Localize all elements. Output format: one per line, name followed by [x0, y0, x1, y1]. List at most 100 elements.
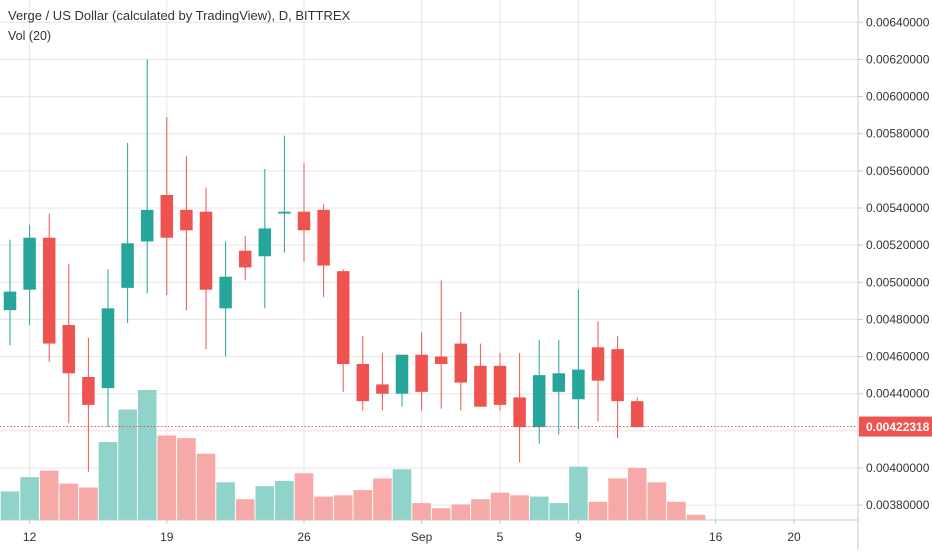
candle-body: [572, 369, 585, 400]
price-axis[interactable]: 0.003800000.004000000.004200000.00440000…: [857, 0, 932, 550]
volume-bar: [333, 495, 353, 520]
price-tick-label: 0.00500000: [866, 275, 930, 289]
price-tick-label: 0.00540000: [866, 201, 930, 215]
candle-body: [395, 354, 409, 394]
volume-bar: [157, 435, 177, 520]
time-axis[interactable]: 12 19 26 Sep 5 9 16 20: [0, 519, 858, 544]
volume-bar: [431, 508, 451, 520]
volume-bar: [314, 496, 333, 520]
candle-body: [219, 276, 232, 309]
volume-bar: [529, 496, 549, 520]
volume-bar: [177, 438, 196, 520]
time-tick-label: 20: [787, 530, 801, 544]
candle-body: [238, 250, 252, 268]
volume-bar: [216, 482, 235, 520]
volume-indicator-label[interactable]: Vol (20): [8, 29, 52, 43]
price-tick-label: 0.00380000: [866, 498, 930, 512]
price-tick-label: 0.00400000: [866, 461, 930, 475]
candle-body: [160, 195, 174, 238]
time-tick-label: 26: [297, 530, 311, 544]
volume-bar: [373, 478, 392, 520]
candle-body: [258, 228, 272, 257]
volume-bar: [412, 503, 431, 520]
time-tick-label: 5: [497, 530, 504, 544]
candle-body: [611, 349, 624, 402]
price-tick-label: 0.00640000: [866, 15, 930, 29]
candle-body: [513, 397, 526, 428]
volume-bar: [118, 409, 137, 520]
candle-body: [82, 377, 95, 405]
volume-bar: [255, 486, 275, 520]
volume-bar: [39, 470, 59, 520]
price-tick-label: 0.00580000: [866, 127, 930, 141]
candle-body: [474, 365, 487, 407]
candle-body: [180, 209, 193, 231]
volume-bar: [235, 499, 255, 520]
volume-bar: [490, 492, 510, 520]
volume-bar: [196, 453, 216, 520]
volume-bar: [0, 491, 20, 520]
time-tick-label: 16: [709, 530, 723, 544]
price-tick-label: 0.00600000: [866, 90, 930, 104]
volume-bar: [588, 501, 608, 520]
volume-bar: [667, 501, 686, 520]
volume-bar: [549, 503, 569, 520]
volume-bar: [608, 478, 627, 520]
candle-body: [121, 243, 134, 288]
volume-bar: [294, 473, 314, 520]
candle-body: [336, 271, 350, 364]
volume-bar: [392, 469, 412, 520]
candle-body: [434, 356, 448, 364]
candle-body: [42, 237, 56, 344]
volume-bar: [451, 504, 471, 520]
grid-lines: [0, 0, 858, 520]
candle-body: [454, 343, 468, 383]
volume-bar: [471, 499, 490, 520]
price-tick-label: 0.00440000: [866, 387, 930, 401]
candles: [3, 59, 644, 472]
last-price-badge: [859, 416, 932, 437]
time-tick-label: 19: [160, 530, 174, 544]
price-tick-label: 0.00460000: [866, 350, 930, 364]
volume-bar: [647, 482, 667, 520]
candle-body: [3, 291, 17, 311]
candle-body: [62, 325, 76, 374]
volume-bar: [569, 466, 588, 520]
volume-bar: [79, 487, 98, 520]
candle-body: [415, 354, 428, 392]
candle-body: [199, 211, 213, 290]
candle-body: [297, 211, 311, 231]
price-tick-label: 0.00520000: [866, 238, 930, 252]
chart-legend: Verge / US Dollar (calculated by Trading…: [8, 6, 350, 46]
time-tick-label: 12: [23, 530, 37, 544]
volume-bars: [0, 390, 706, 520]
price-tick-label: 0.00560000: [866, 164, 930, 178]
volume-bar: [275, 481, 294, 520]
candle-body: [140, 209, 154, 242]
volume-bar: [20, 477, 39, 520]
candle-body: [591, 347, 605, 381]
volume-bar: [59, 483, 79, 520]
symbol-title[interactable]: Verge / US Dollar (calculated by Trading…: [8, 8, 351, 23]
time-tick-label: Sep: [411, 530, 433, 544]
volume-bar: [353, 490, 373, 520]
candle-body: [101, 308, 115, 389]
volume-bar: [627, 468, 647, 520]
candle-body: [630, 401, 644, 428]
candle-body: [376, 384, 389, 394]
candle-body: [552, 373, 566, 392]
volume-bar: [686, 514, 706, 520]
volume-bar: [510, 495, 529, 520]
price-tick-label: 0.00480000: [866, 312, 930, 326]
volume-bar: [98, 442, 118, 520]
candle-body: [278, 211, 291, 214]
price-tick-label: 0.00620000: [866, 52, 930, 66]
time-tick-label: 9: [575, 530, 582, 544]
last-price-label: 0.00422318: [866, 420, 930, 434]
candle-body: [493, 365, 507, 405]
candle-body: [23, 237, 36, 290]
volume-bar: [137, 390, 157, 520]
candle-body: [356, 364, 370, 402]
